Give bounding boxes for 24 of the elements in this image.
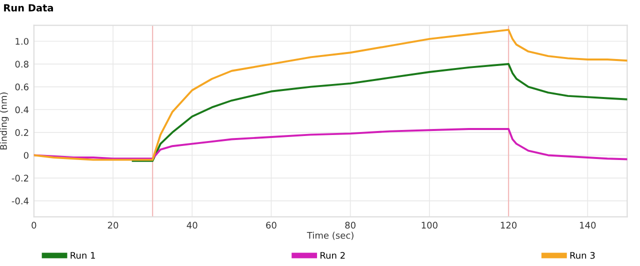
x-axis-title: Time (sec) [306, 232, 354, 240]
x-tick-label: 140 [580, 222, 596, 229]
legend-label: Run 3 [570, 252, 595, 259]
y-tick-label: 0.4 [15, 106, 29, 114]
line-series [132, 63, 628, 162]
x-tick-label: 0 [32, 222, 36, 229]
y-tick-label: 0 [24, 152, 28, 159]
x-tick-label: 40 [186, 222, 198, 229]
x-tick-label: 80 [345, 222, 356, 229]
y-tick-label: 1.0 [16, 38, 28, 45]
y-tick-label: 0.8 [15, 60, 28, 68]
chart-title: Run Data [4, 4, 53, 12]
y-tick-label: -0.2 [12, 174, 28, 182]
y-tick-label: 0.6 [15, 84, 28, 90]
x-tick-label: 100 [422, 222, 438, 229]
legend-label: Run 2 [320, 252, 345, 259]
legend-label: Run 1 [70, 252, 95, 259]
y-tick-label: -0.4 [12, 198, 29, 204]
x-tick-label: 60 [266, 222, 276, 229]
x-tick-label: 20 [108, 222, 118, 229]
y-axis-title: Binding (nm) [0, 92, 9, 150]
x-tick-label: 120 [500, 222, 517, 229]
y-tick-label: 0.2 [15, 129, 28, 136]
line-series [34, 28, 628, 161]
